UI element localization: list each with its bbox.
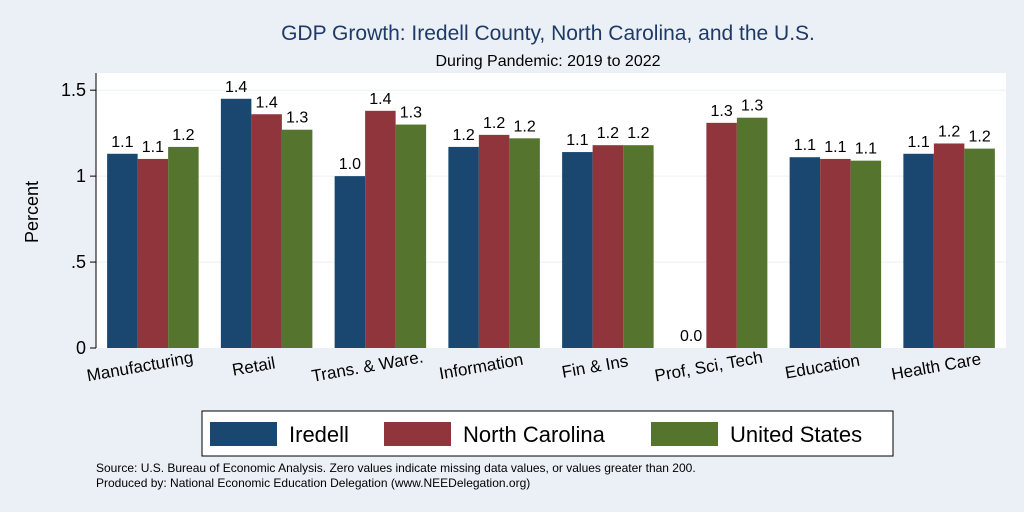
bar — [365, 110, 396, 348]
bar — [933, 143, 965, 348]
data-label: 1.2 — [453, 127, 475, 144]
data-label: 1.1 — [794, 137, 816, 154]
bar — [107, 153, 138, 348]
data-label: 1.2 — [969, 129, 991, 146]
legend: Iredell North Carolina United States — [210, 422, 862, 447]
y-axis-ticks: 0 .5 1 1.5 — [61, 80, 96, 358]
data-label: 1.3 — [711, 103, 733, 120]
legend-label: North Carolina — [463, 422, 606, 447]
legend-swatch — [651, 422, 718, 446]
data-labels-group: 1.1 1.1 1.2 1.4 1.4 1.3 1.0 1.4 1.3 1.2 1.2 1.2 1.1 1… — [111, 79, 991, 345]
data-label: 1.2 — [597, 125, 619, 142]
data-label: 1.2 — [627, 125, 649, 142]
bar — [220, 98, 252, 348]
legend-box — [201, 410, 894, 457]
produced-note: Produced by: National Economic Education… — [96, 476, 530, 490]
bar — [509, 138, 540, 348]
y-tick-label: 1 — [76, 166, 86, 186]
category-label: Prof, Sci, Tech — [653, 348, 764, 386]
bar — [736, 117, 768, 348]
data-label: 1.0 — [339, 156, 361, 173]
chart-title: GDP Growth: Iredell County, North Caroli… — [281, 22, 815, 45]
bar — [592, 145, 624, 348]
bars-group — [107, 98, 995, 348]
chart-subtitle: During Pandemic: 2019 to 2022 — [435, 53, 660, 70]
data-label: 1.3 — [400, 105, 422, 122]
legend-label: Iredell — [289, 422, 349, 447]
data-label: 1.3 — [741, 98, 763, 115]
data-label: 1.4 — [225, 79, 247, 96]
bar — [964, 148, 995, 348]
source-note: Source: U.S. Bureau of Economic Analysis… — [96, 461, 696, 475]
category-label: Fin & Ins — [560, 351, 629, 381]
legend-swatch — [210, 422, 277, 446]
legend-swatch — [384, 422, 451, 446]
data-label: 1.2 — [483, 115, 505, 132]
bar — [789, 157, 821, 348]
bar — [623, 145, 654, 348]
data-label: 1.3 — [286, 110, 308, 127]
bar — [706, 122, 737, 348]
data-label: 1.1 — [908, 134, 930, 151]
bar — [137, 158, 169, 348]
data-label: 1.2 — [172, 127, 194, 144]
data-label: 0.0 — [680, 328, 702, 345]
data-label: 1.1 — [111, 134, 133, 151]
y-tick-label: .5 — [71, 252, 86, 272]
category-label: Information — [438, 350, 525, 383]
bar — [478, 134, 510, 348]
category-label: Manufacturing — [85, 348, 194, 385]
category-labels: Manufacturing Retail Trans. & Ware. Informa… — [85, 347, 982, 385]
bar — [820, 158, 851, 348]
bar — [251, 114, 282, 348]
bar — [168, 146, 199, 348]
bar — [281, 129, 313, 348]
data-label: 1.4 — [369, 91, 391, 108]
bar — [334, 176, 366, 348]
data-label: 1.2 — [514, 118, 536, 135]
data-label: 1.2 — [938, 123, 960, 140]
legend-label: United States — [730, 422, 862, 447]
data-label: 1.1 — [855, 141, 877, 158]
y-axis-label: Percent — [22, 181, 42, 243]
data-label: 1.1 — [824, 139, 846, 156]
y-tick-label: 1.5 — [61, 80, 86, 100]
category-label: Trans. & Ware. — [310, 347, 425, 385]
category-label: Health Care — [890, 349, 983, 383]
data-label: 1.1 — [142, 139, 164, 156]
y-tick-label: 0 — [76, 338, 86, 358]
data-label: 1.1 — [566, 132, 588, 149]
bar — [850, 160, 882, 348]
bar — [395, 124, 427, 348]
data-label: 1.4 — [256, 94, 278, 111]
category-label: Retail — [231, 353, 277, 379]
bar — [903, 153, 934, 348]
category-label: Education — [784, 351, 862, 383]
bar — [562, 152, 593, 348]
bar — [448, 146, 479, 348]
